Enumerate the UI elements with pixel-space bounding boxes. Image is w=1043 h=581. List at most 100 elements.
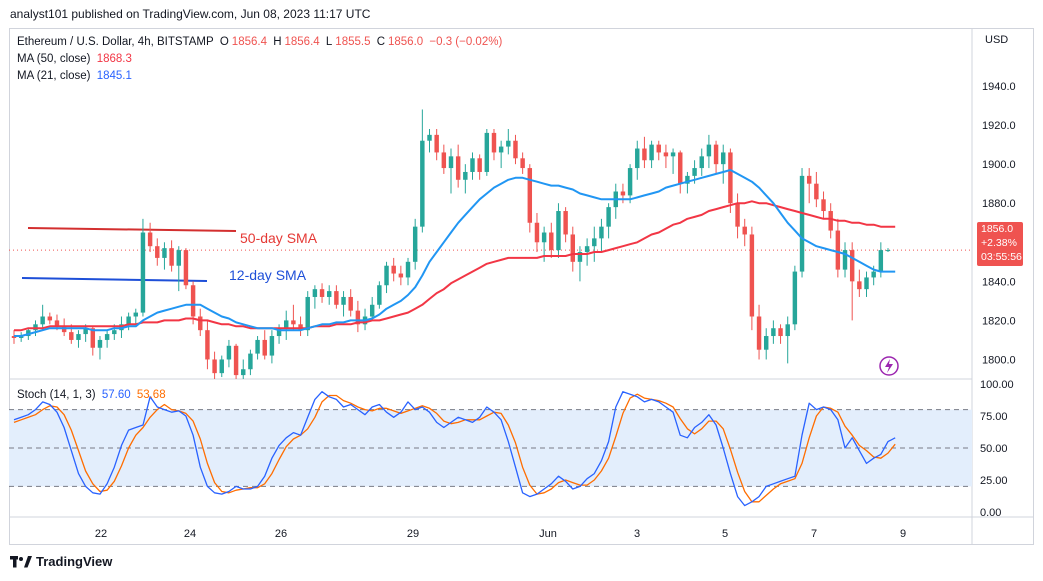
price-tick-label: 1920.0: [982, 120, 1016, 132]
close-label: C: [376, 36, 385, 48]
candle: [477, 154, 482, 180]
candle: [341, 291, 346, 317]
candle: [405, 257, 411, 286]
tradingview-logo[interactable]: TradingView: [10, 554, 112, 569]
candle: [470, 152, 475, 180]
candle-body: [83, 328, 88, 335]
candle: [255, 336, 260, 360]
candle: [226, 339, 232, 368]
candle: [577, 246, 583, 282]
candle: [599, 218, 604, 253]
candle: [334, 285, 339, 309]
candle: [513, 134, 518, 165]
candle-body: [69, 332, 74, 340]
candle-body: [169, 248, 174, 266]
candle-body: [319, 289, 325, 297]
candle: [147, 222, 153, 253]
candle-body: [448, 156, 454, 169]
candle-body: [262, 339, 267, 356]
candle: [248, 349, 253, 376]
stoch-k-line: [13, 391, 896, 507]
sma12-annotation-line: [21, 277, 208, 282]
candle: [205, 320, 210, 370]
candle-body: [412, 226, 418, 262]
candle: [713, 140, 719, 174]
candle-body: [556, 211, 561, 251]
candle: [455, 144, 461, 188]
candle-body: [11, 336, 17, 338]
candle-body: [735, 203, 740, 227]
ma21-label: MA (21, close): [17, 70, 91, 82]
candle: [756, 304, 762, 360]
candle-body: [326, 291, 332, 297]
candle-body: [835, 230, 841, 270]
candle-body: [692, 168, 697, 176]
candle-body: [814, 183, 819, 200]
stoch-tick-label: 25.00: [980, 475, 1008, 487]
candle: [742, 218, 747, 247]
candle: [857, 269, 862, 297]
candle: [284, 310, 289, 340]
candle-body: [341, 296, 346, 305]
candle: [219, 355, 224, 378]
tradingview-brand: TradingView: [36, 554, 113, 569]
candle: [420, 109, 425, 233]
low-value: 1855.5: [335, 36, 371, 48]
candle-body: [305, 296, 310, 331]
candle-body: [828, 211, 833, 231]
time-tick-label: 22: [95, 528, 107, 540]
price-tick-label: 1840.0: [982, 276, 1016, 288]
candle-body: [584, 246, 590, 253]
candle: [556, 203, 561, 258]
candle-body: [391, 265, 396, 274]
candle: [269, 330, 275, 364]
symbol-legend: Ethereum / U.S. Dollar, 4h, BITSTAMP O 18…: [17, 36, 505, 48]
candle: [584, 238, 590, 266]
ma21-legend: MA (21, close) 1845.1: [17, 70, 135, 82]
candle: [104, 330, 110, 348]
time-tick-label: 29: [407, 528, 419, 540]
candle-body: [728, 152, 733, 204]
candle-body: [176, 250, 181, 266]
candle: [506, 129, 511, 155]
candle-body: [434, 134, 439, 153]
stoch-legend: Stoch (14, 1, 3) 57.60 53.68: [17, 389, 169, 401]
candle: [11, 330, 17, 344]
ma50-line: [14, 200, 896, 332]
last-change-pct: +2.38%: [981, 237, 1017, 249]
candle-body: [190, 285, 196, 317]
candle: [162, 242, 167, 270]
candle-body: [241, 369, 246, 376]
candle: [319, 283, 325, 303]
last-price-tag: 1856.0 +2.38% 03:55:56: [977, 222, 1023, 266]
candle-body: [778, 328, 783, 337]
chart-frame: [9, 28, 1034, 545]
candle-body: [477, 158, 482, 172]
candle-body: [685, 175, 690, 184]
candle: [241, 359, 246, 379]
candle: [391, 257, 396, 282]
candle-body: [606, 207, 611, 227]
candle: [498, 140, 504, 169]
price-tick-label: 1800.0: [982, 354, 1016, 366]
candle: [771, 320, 776, 344]
candle: [212, 351, 217, 379]
candle: [441, 144, 447, 174]
candle-body: [198, 316, 203, 331]
time-tick-label: 5: [722, 528, 728, 540]
change-value: −0.3 (−0.02%): [429, 36, 503, 48]
candle: [842, 242, 848, 278]
stoch-d-value: 53.68: [136, 389, 166, 401]
candle-body: [842, 250, 848, 270]
candle: [448, 148, 454, 194]
candle-body: [592, 238, 597, 247]
candle-body: [40, 316, 45, 325]
candle-body: [577, 252, 583, 262]
stoch-d-line: [13, 393, 896, 503]
time-tick-label: 3: [634, 528, 640, 540]
candle: [563, 207, 568, 243]
candle: [699, 148, 704, 176]
publisher-header: analyst101 published on TradingView.com,…: [10, 7, 371, 21]
candle-body: [642, 148, 647, 161]
